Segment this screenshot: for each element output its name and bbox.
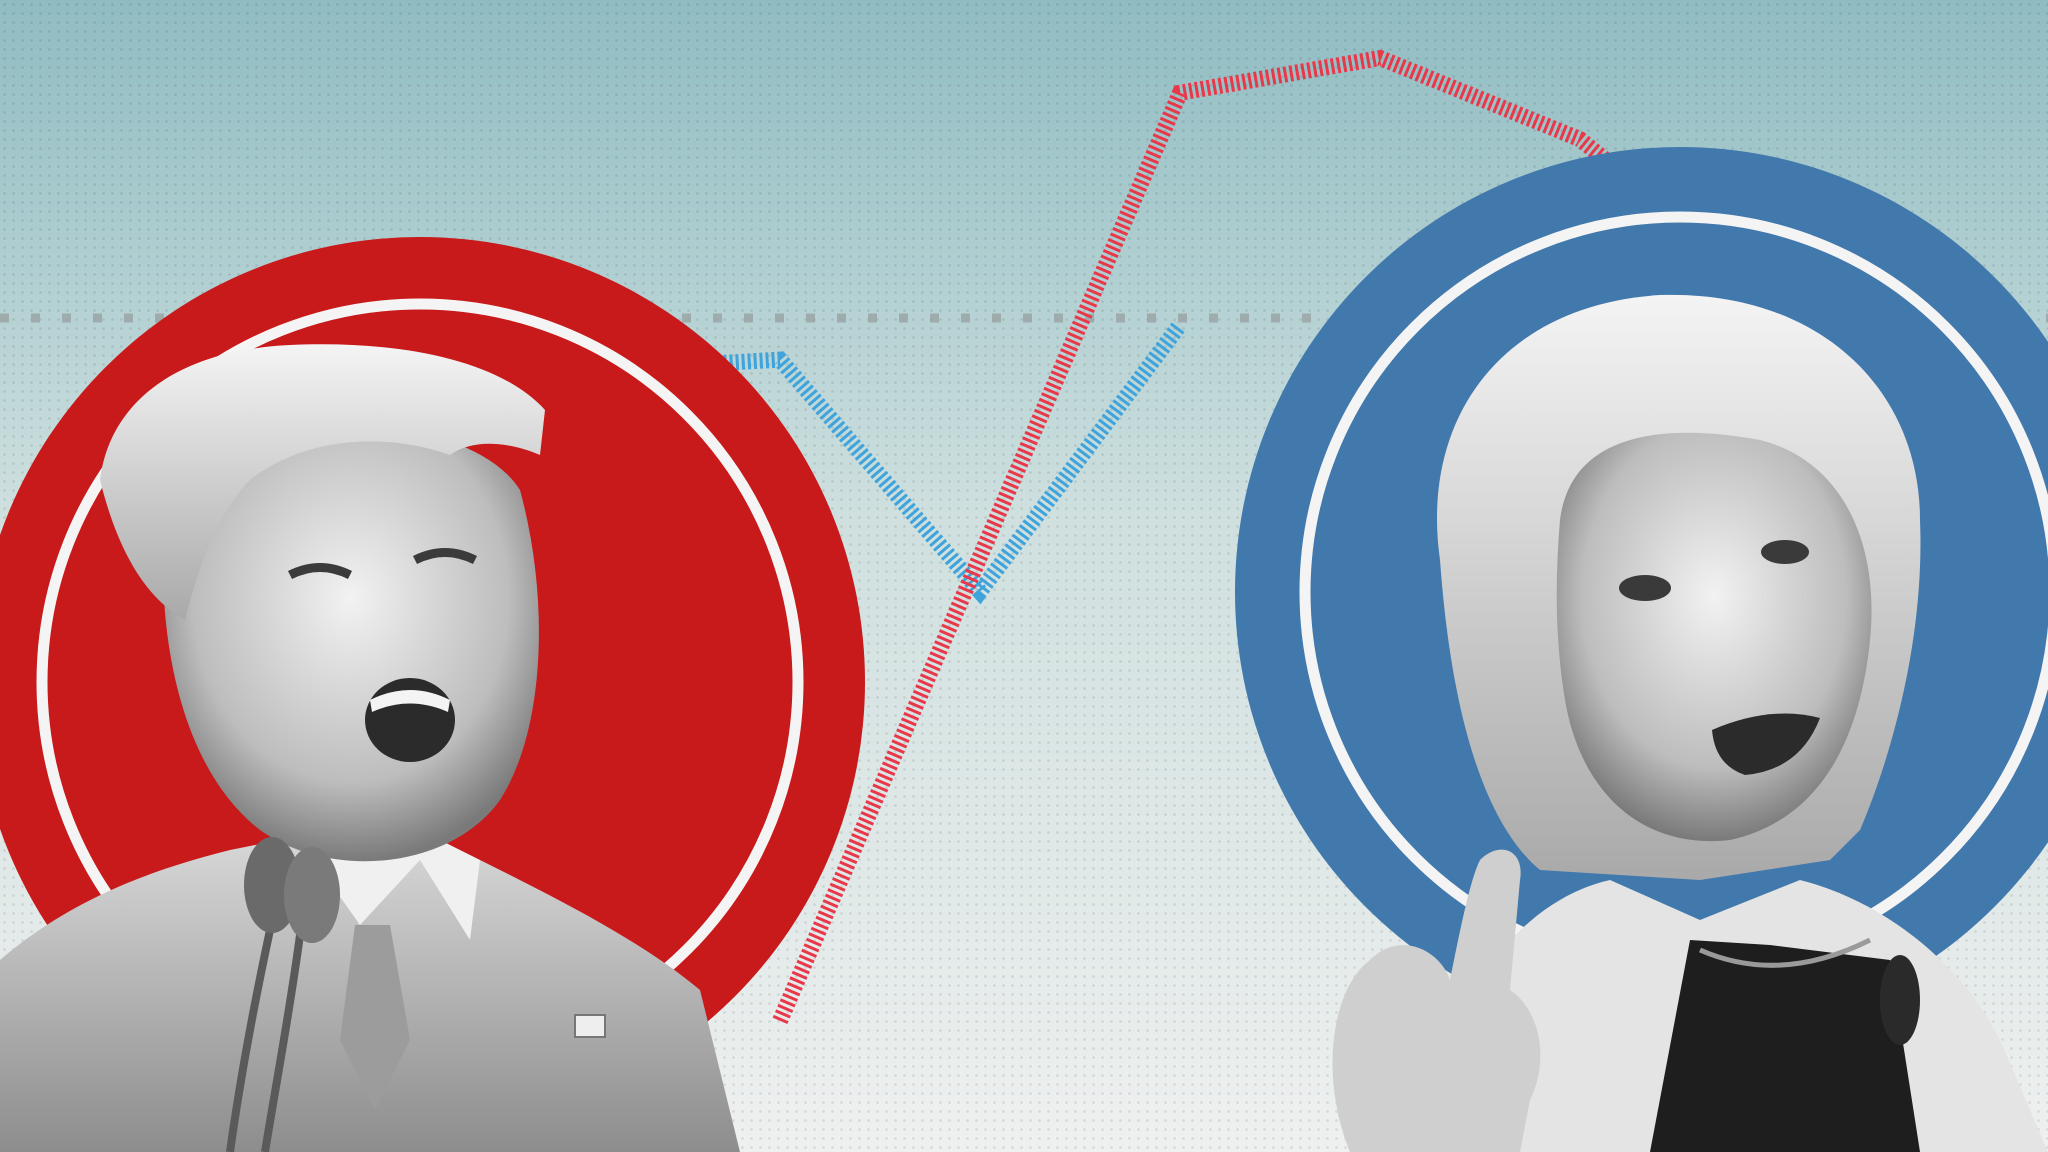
- microphone-stand: [226, 837, 340, 1152]
- left-eye-2: [412, 548, 478, 565]
- left-hair: [100, 344, 545, 620]
- left-candidate-figure: [0, 344, 740, 1152]
- right-candidate-figure: [1332, 294, 2048, 1152]
- right-top: [1650, 940, 1920, 1152]
- right-necklace: [1698, 937, 1872, 968]
- right-raised-hand: [1332, 849, 1541, 1152]
- microphone-icon: [1880, 955, 1920, 1045]
- left-flag-pin: [574, 1014, 606, 1038]
- left-head: [162, 423, 539, 862]
- right-mouth: [1712, 713, 1820, 775]
- left-teeth: [370, 690, 450, 712]
- left-eye: [287, 563, 353, 580]
- right-eye: [1619, 575, 1671, 601]
- right-eye-2: [1761, 540, 1809, 564]
- microphone-icon: [284, 847, 340, 943]
- series-line-blue: [579, 320, 1187, 605]
- left-tie: [340, 925, 410, 1110]
